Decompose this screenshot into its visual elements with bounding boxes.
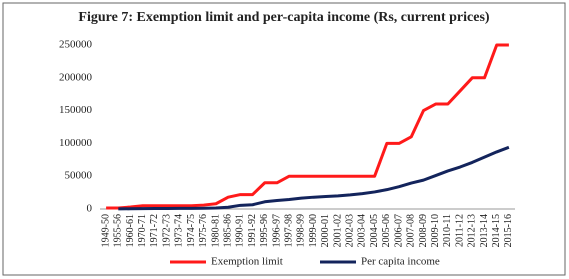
x-tick-label: 1949-50 bbox=[100, 214, 111, 247]
x-tick-label: 1960-61 bbox=[125, 214, 136, 247]
x-tick-label: 2010-11 bbox=[442, 214, 453, 247]
x-tick-label: 1971-72 bbox=[149, 214, 160, 247]
x-tick-label: 1990-91 bbox=[235, 214, 246, 247]
y-tick-label: 100000 bbox=[59, 137, 93, 149]
x-tick-label: 1972-73 bbox=[161, 214, 172, 247]
y-tick-label: 250000 bbox=[59, 39, 93, 51]
x-tick-label: 2013-14 bbox=[479, 214, 490, 247]
x-tick-label: 2002-03 bbox=[345, 214, 356, 247]
x-tick-label: 2000-01 bbox=[320, 214, 331, 247]
x-tick-label: 1974-75 bbox=[186, 214, 197, 247]
chart-border bbox=[2, 2, 566, 276]
x-tick-label: 2004-05 bbox=[369, 214, 380, 247]
series-line bbox=[118, 145, 510, 211]
x-tick-label: 1997-98 bbox=[283, 214, 294, 247]
x-tick-label: 1995-96 bbox=[259, 214, 270, 247]
x-tick-label: 2014-15 bbox=[491, 214, 502, 247]
x-tick-label: 2008-09 bbox=[418, 214, 429, 247]
y-tick-label: 200000 bbox=[59, 71, 93, 83]
x-tick-label: 2005-06 bbox=[381, 214, 392, 247]
x-tick-label: 2009-10 bbox=[430, 214, 441, 247]
legend-label: Per capita income bbox=[361, 256, 440, 268]
x-tick-label: 1973-74 bbox=[174, 214, 185, 247]
x-tick-label: 1999-00 bbox=[308, 214, 319, 247]
y-tick-label: 50000 bbox=[65, 170, 93, 182]
x-tick-label: 1980-81 bbox=[210, 214, 221, 247]
x-tick-label: 2006-07 bbox=[393, 214, 404, 247]
chart-title: Figure 7: Exemption limit and per-capita… bbox=[78, 10, 489, 25]
x-tick-label: 2007-08 bbox=[406, 214, 417, 247]
x-tick-label: 1991-92 bbox=[247, 214, 258, 247]
x-tick-label: 1985-86 bbox=[222, 214, 233, 247]
x-tick-label: 2001-02 bbox=[332, 214, 343, 247]
x-tick-label: 1998-99 bbox=[296, 214, 307, 247]
y-tick-label: 0 bbox=[87, 203, 93, 215]
x-tick-label: 2011-12 bbox=[454, 214, 465, 247]
x-tick-label: 1970-71 bbox=[137, 214, 148, 247]
series-line bbox=[106, 43, 509, 210]
x-tick-label: 1955-56 bbox=[113, 214, 124, 247]
x-tick-label: 2015-16 bbox=[503, 214, 514, 247]
x-tick-label: 1975-76 bbox=[198, 214, 209, 247]
x-tick-label: 2003-04 bbox=[357, 214, 368, 247]
legend-label: Exemption limit bbox=[211, 256, 283, 268]
y-tick-label: 150000 bbox=[59, 104, 93, 116]
x-tick-label: 1996-97 bbox=[271, 214, 282, 247]
x-tick-label: 2012-13 bbox=[467, 214, 478, 247]
